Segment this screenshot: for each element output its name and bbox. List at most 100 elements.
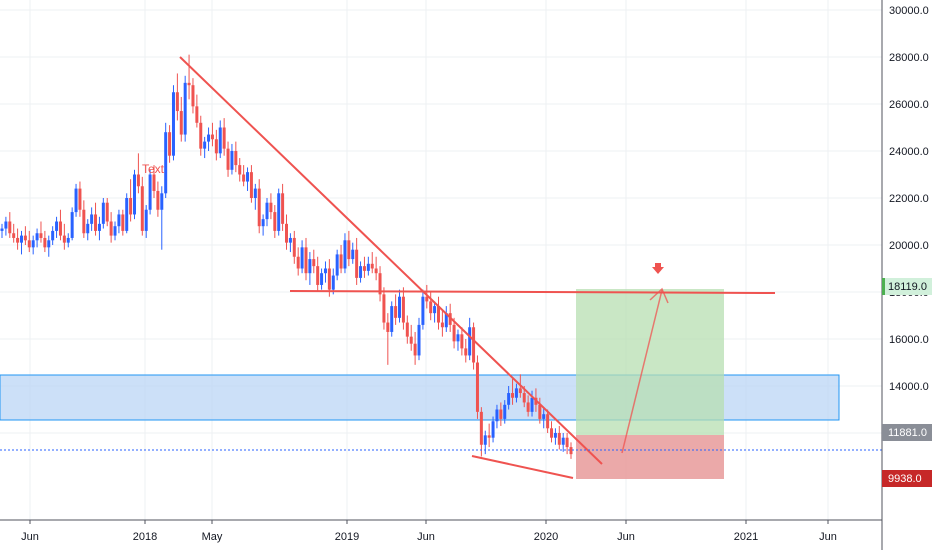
candle: [413, 331, 417, 365]
candle-body: [327, 268, 331, 290]
candle-body: [479, 411, 483, 445]
candle: [468, 317, 472, 361]
loss-zone[interactable]: [576, 435, 724, 479]
candle-body: [468, 327, 472, 356]
candle: [203, 136, 207, 159]
candle: [339, 245, 343, 274]
candle: [320, 268, 324, 290]
candle-body: [378, 273, 382, 295]
candle-body: [487, 435, 491, 438]
candle: [398, 289, 402, 323]
candle-body: [362, 266, 366, 271]
candle: [382, 287, 386, 330]
candle-body: [401, 296, 405, 323]
candle: [195, 94, 199, 128]
candle: [538, 397, 542, 424]
candle-body: [222, 127, 226, 149]
candle: [74, 183, 78, 217]
down-arrow-icon[interactable]: [652, 263, 664, 274]
entry-price-bg: [882, 424, 932, 441]
candle-body: [125, 198, 129, 231]
candle: [222, 118, 226, 156]
candle: [43, 230, 47, 253]
candle-body: [386, 322, 390, 332]
candle: [90, 207, 94, 231]
candle-body: [370, 263, 374, 269]
target-horizontal-line[interactable]: [289, 290, 776, 294]
candle-body: [452, 324, 456, 342]
target-price-marker: [882, 278, 885, 295]
candle-body: [8, 221, 12, 234]
candle: [378, 266, 382, 302]
drawings: Text: [0, 56, 882, 479]
candle-body: [12, 233, 16, 238]
candle-body: [210, 134, 214, 140]
support-line-lower[interactable]: [471, 455, 574, 479]
candle-body: [288, 237, 292, 243]
candle-body: [242, 174, 246, 182]
time-axis-labels[interactable]: Jun 2018 May 2019 Jun 2020 Jun 2021 Jun: [21, 520, 837, 543]
candle: [183, 75, 187, 142]
candle: [401, 287, 405, 330]
candle-body: [331, 275, 335, 290]
candle-body: [183, 82, 187, 135]
candle: [27, 230, 31, 253]
candle-body: [97, 223, 101, 231]
candle: [269, 193, 273, 220]
candle-body: [355, 249, 359, 278]
time-tick-label: 2021: [734, 531, 758, 543]
candle: [507, 386, 511, 410]
candle: [129, 179, 133, 222]
candle-body: [140, 186, 144, 231]
candle-body: [0, 228, 4, 231]
candle: [530, 390, 534, 417]
candle-body: [249, 172, 253, 198]
candle: [4, 216, 8, 236]
projection-arrow-line[interactable]: [621, 289, 663, 454]
candle-body: [550, 428, 554, 438]
candle-body: [179, 111, 183, 135]
text-annotation[interactable]: Text: [142, 162, 165, 176]
candle: [160, 186, 164, 250]
candle-body: [304, 247, 308, 274]
candle-body: [273, 212, 277, 231]
candle-body: [511, 393, 515, 398]
candle-body: [27, 240, 31, 248]
candle: [117, 209, 121, 234]
candle-body: [557, 433, 561, 445]
candle-body: [160, 193, 164, 210]
candle-body: [90, 214, 94, 224]
profit-zone[interactable]: [576, 289, 724, 435]
candle-body: [234, 151, 238, 166]
candle: [304, 237, 308, 281]
candle: [234, 141, 238, 173]
candle-body: [246, 172, 250, 182]
candle-body: [460, 334, 464, 349]
candle-body: [265, 202, 269, 220]
candle: [405, 315, 409, 344]
candle-body: [129, 198, 133, 215]
candle-body: [230, 151, 234, 170]
candle-body: [343, 240, 347, 269]
candle-body: [16, 237, 20, 243]
candle: [351, 242, 355, 264]
candle-body: [569, 447, 573, 455]
candle: [472, 322, 476, 370]
candle: [429, 292, 433, 321]
candle: [164, 122, 168, 198]
candle-body: [238, 165, 242, 175]
candle: [323, 261, 327, 283]
candle: [565, 433, 569, 455]
candle: [491, 416, 495, 443]
candle: [386, 313, 390, 365]
price-axis-labels[interactable]: 30000.0 28000.0 26000.0 24000.0 22000.0 20000…: [889, 5, 929, 440]
candle: [503, 400, 507, 424]
candle: [425, 284, 429, 309]
axes: [0, 0, 883, 550]
candle: [273, 205, 277, 238]
candle: [94, 202, 98, 236]
candle-body: [456, 334, 460, 342]
resistance-trendline[interactable]: [179, 56, 603, 465]
candle: [207, 127, 211, 151]
